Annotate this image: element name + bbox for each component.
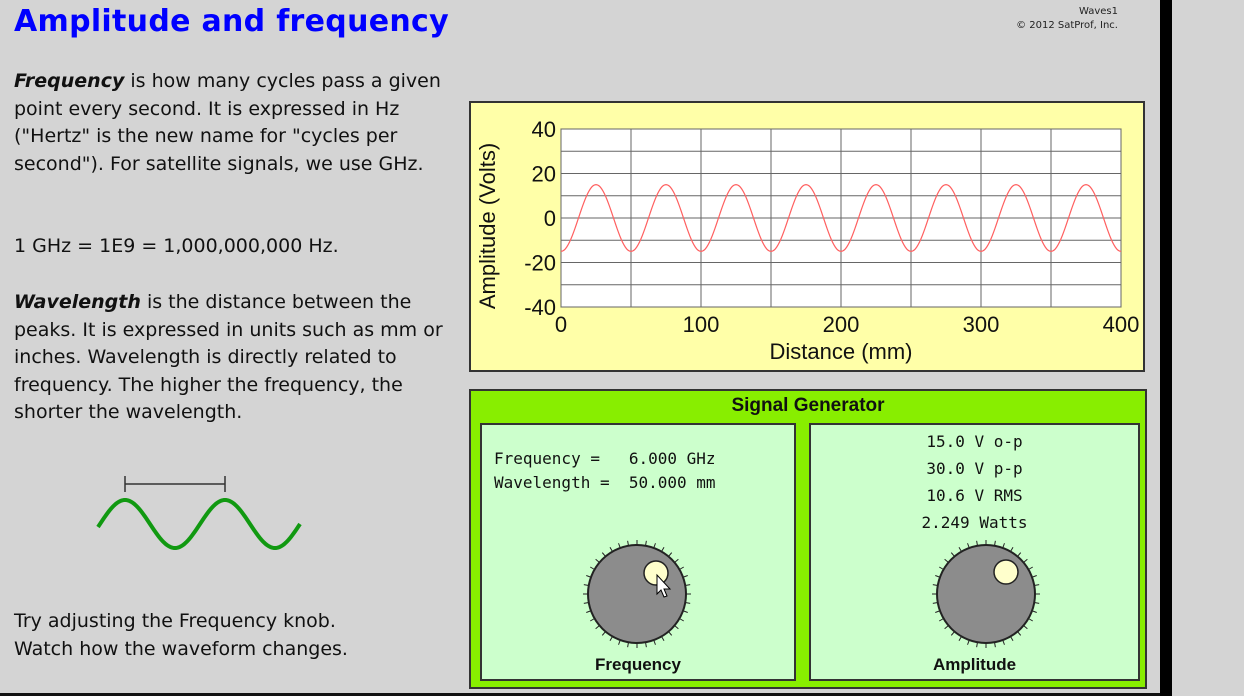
frequency-knob-body[interactable] — [587, 544, 687, 644]
credit-module: Waves1 — [1078, 6, 1118, 17]
frequency-readout: Frequency = 6.000 GHz — [494, 449, 716, 468]
frequency-paragraph: Frequency is how many cycles pass a give… — [14, 68, 454, 178]
cursor-arrow-icon — [656, 573, 672, 598]
side-pane — [1172, 0, 1244, 696]
wavelength-diagram — [96, 476, 302, 551]
amplitude-pp-readout: 30.0 V p-p — [926, 459, 1023, 478]
x-tick-label: 100 — [683, 312, 720, 337]
bottom-border — [0, 693, 1160, 696]
signal-generator-panel: Signal Generator Frequency = 6.000 GHz W… — [469, 389, 1147, 689]
credit: Waves1 © 2012 SatProf, Inc. — [1016, 5, 1118, 33]
instruction-line-2: Watch how the waveform changes. — [14, 638, 348, 660]
wavelength-term: Wavelength — [14, 291, 141, 313]
generator-title: Signal Generator — [731, 395, 885, 416]
frequency-knob-marker[interactable] — [643, 560, 669, 586]
amplitude-knob-body[interactable] — [936, 544, 1036, 644]
x-tick-label: 400 — [1103, 312, 1140, 337]
x-tick-label: 0 — [555, 312, 567, 337]
window-divider — [1160, 0, 1172, 696]
y-tick-label: 20 — [532, 162, 556, 187]
ghz-line: 1 GHz = 1E9 = 1,000,000,000 Hz. — [14, 235, 339, 257]
amplitude-op-readout: 15.0 V o-p — [926, 432, 1023, 451]
y-tick-label: 40 — [532, 117, 556, 142]
frequency-knob-label: Frequency — [595, 655, 681, 674]
waveform-line — [560, 184, 1122, 252]
y-axis-label: Amplitude (Volts) — [475, 143, 500, 309]
y-tick-label: 0 — [544, 206, 556, 231]
amplitude-rms-readout: 10.6 V RMS — [926, 486, 1023, 505]
chart-panel: 40 20 0 -20 -40 0 100 200 300 400 Distance (mm) Amp… — [469, 101, 1145, 372]
amplitude-watts-readout: 2.249 Watts — [921, 513, 1028, 532]
page-title: Amplitude and frequency — [14, 4, 449, 39]
amplitude-knob[interactable] — [931, 539, 1041, 649]
app-stage: Amplitude and frequency Waves1 © 2012 Sa… — [0, 0, 1160, 696]
frequency-term: Frequency — [14, 70, 125, 92]
frequency-text: is how many cycles pass a given point ev… — [14, 70, 441, 175]
x-tick-label: 200 — [823, 312, 860, 337]
x-axis-label: Distance (mm) — [769, 339, 912, 364]
wavelength-text: is the distance between the peaks. It is… — [14, 291, 443, 423]
x-tick-label: 300 — [963, 312, 1000, 337]
amplitude-knob-label: Amplitude — [932, 655, 1017, 674]
instruction-line-1: Try adjusting the Frequency knob. — [14, 610, 336, 632]
diagram-wave — [96, 497, 302, 551]
wavelength-paragraph: Wavelength is the distance between the p… — [14, 289, 454, 427]
frequency-knob[interactable] — [582, 539, 692, 649]
wavelength-readout: Wavelength = 50.000 mm — [494, 473, 716, 492]
frequency-subpanel: Frequency = 6.000 GHz Wavelength = 50.00… — [480, 423, 796, 681]
y-tick-label: -20 — [524, 251, 556, 276]
credit-copyright: © 2012 SatProf, Inc. — [1016, 20, 1118, 31]
amplitude-knob-marker[interactable] — [993, 559, 1019, 585]
amplitude-subpanel: 15.0 V o-p 30.0 V p-p 10.6 V RMS 2.249 W… — [809, 423, 1140, 681]
y-tick-label: -40 — [524, 295, 556, 320]
